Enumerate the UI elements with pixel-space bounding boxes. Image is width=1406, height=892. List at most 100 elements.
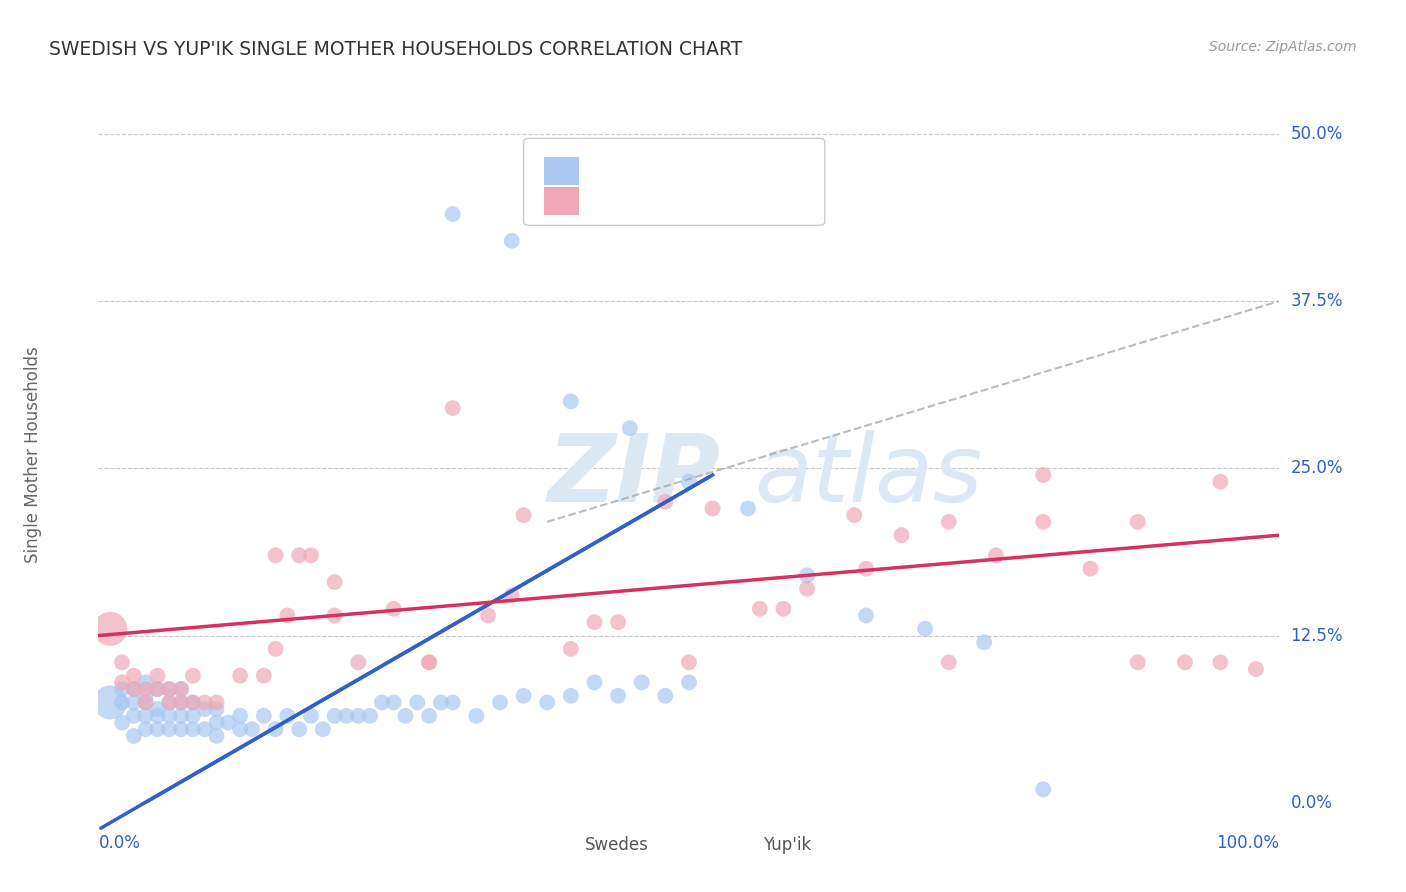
Point [1209,475,1232,489]
Point [512,508,534,523]
Point [157,708,180,723]
Point [240,723,263,737]
Point [299,708,322,723]
Point [181,708,204,723]
Point [607,615,630,630]
Point [748,602,770,616]
Point [312,723,335,737]
Point [465,708,488,723]
Point [299,548,322,563]
Point [984,548,1007,563]
Point [844,508,866,523]
Point [855,608,877,623]
Point [122,669,145,683]
Point [122,696,145,710]
Text: ZIP: ZIP [547,430,720,522]
Bar [544,187,579,215]
Point [607,689,630,703]
Point [382,696,405,710]
Bar [544,157,579,185]
Point [938,515,960,529]
Point [938,655,960,669]
Point [276,708,298,723]
Point [418,655,440,669]
Point [205,696,228,710]
Point [170,696,193,710]
Point [323,575,346,590]
Point [170,696,193,710]
Point [135,708,157,723]
Point [205,729,228,743]
Point [1209,655,1232,669]
Point [323,608,346,623]
Point [170,681,193,696]
Point [288,548,311,563]
Point [135,696,157,710]
Text: 37.5%: 37.5% [1291,292,1343,310]
Point [111,696,134,710]
Point [111,681,134,696]
Point [371,696,394,710]
Point [737,501,759,516]
Point [276,608,298,623]
Text: Single Mother Households: Single Mother Households [24,347,42,563]
Point [264,642,287,657]
Point [98,622,121,636]
Point [796,568,818,582]
Point [323,708,346,723]
Point [1244,662,1267,676]
Text: 0.0%: 0.0% [98,834,141,852]
Text: 12.5%: 12.5% [1291,626,1343,645]
Point [194,723,217,737]
Point [382,602,405,616]
Point [441,401,464,416]
Point [194,702,217,716]
Point [855,562,877,576]
Point [441,696,464,710]
Point [253,669,276,683]
Text: 100.0%: 100.0% [1216,834,1279,852]
Point [347,655,370,669]
Point [973,635,995,649]
Point [441,207,464,221]
Point [181,696,204,710]
Point [796,582,818,596]
Point [335,708,357,723]
Text: R = 0.521  N = 75: R = 0.521 N = 75 [595,161,747,178]
Point [170,681,193,696]
Point [264,548,287,563]
Point [170,723,193,737]
Point [146,702,169,716]
Point [135,681,157,696]
Text: Source: ZipAtlas.com: Source: ZipAtlas.com [1209,40,1357,54]
Point [229,723,252,737]
Point [229,708,252,723]
Point [394,708,416,723]
Point [1126,655,1149,669]
Point [430,696,453,710]
Point [890,528,912,542]
Point [678,475,700,489]
Point [135,723,157,737]
Text: Swedes: Swedes [585,836,650,855]
Text: 0.0%: 0.0% [1291,794,1333,812]
Point [772,602,794,616]
Point [536,696,558,710]
Point [205,702,228,716]
Point [501,234,523,248]
Point [418,708,440,723]
Point [583,675,606,690]
Point [560,689,582,703]
Point [560,642,582,657]
Point [1032,467,1054,482]
Point [229,669,252,683]
Point [347,708,370,723]
Point [122,681,145,696]
Point [678,655,700,669]
Text: Yup'ik: Yup'ik [763,836,811,855]
Bar [547,838,576,853]
Point [157,696,180,710]
Point [146,723,169,737]
Point [512,689,534,703]
Point [181,669,204,683]
